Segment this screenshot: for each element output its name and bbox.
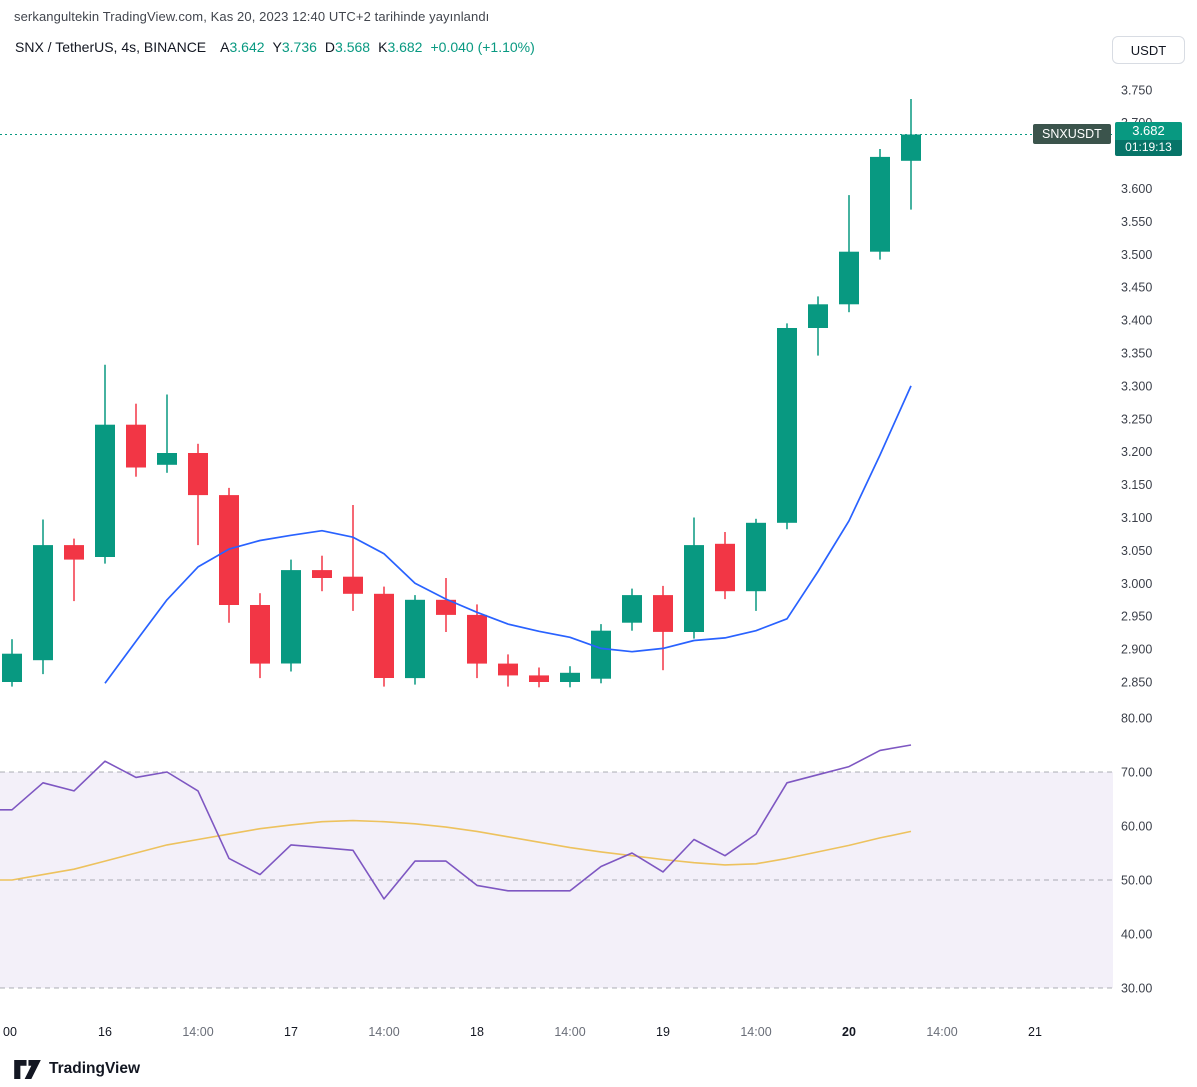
svg-text:14:00: 14:00 [926, 1025, 957, 1039]
svg-text:21: 21 [1028, 1025, 1042, 1039]
brand-name[interactable]: TradingView [49, 1060, 141, 1077]
svg-text:14:00: 14:00 [740, 1025, 771, 1039]
symbol-price-line-badge: SNXUSDT [1033, 124, 1111, 144]
ohlc-open-value: 3.642 [229, 39, 265, 55]
footer: TradingView [14, 1056, 140, 1082]
svg-text:40.00: 40.00 [1121, 928, 1152, 942]
svg-text:3.550: 3.550 [1121, 215, 1152, 229]
ohlc-low-value: 3.568 [335, 39, 371, 55]
bar-countdown: 01:19:13 [1115, 140, 1182, 156]
ohlc-close-label: K [378, 39, 388, 55]
symbol-title[interactable]: SNX / TetherUS, 4s, BINANCE [15, 39, 207, 55]
svg-text:3.450: 3.450 [1121, 281, 1152, 295]
svg-text:17: 17 [284, 1025, 298, 1039]
svg-text:14:00: 14:00 [554, 1025, 585, 1039]
svg-text:3.150: 3.150 [1121, 478, 1152, 492]
svg-text:20: 20 [842, 1025, 856, 1039]
price-chart-canvas[interactable]: 3.7503.7003.6003.5503.5003.4503.4003.350… [0, 0, 1197, 1045]
ohlc-open: A3.642 [220, 39, 264, 55]
svg-text:00: 00 [3, 1025, 17, 1039]
svg-text:14:00: 14:00 [368, 1025, 399, 1039]
tradingview-logo-icon[interactable] [14, 1059, 41, 1079]
svg-text:50.00: 50.00 [1121, 874, 1152, 888]
publish-info: serkangultekin TradingView.com, Kas 20, … [14, 9, 490, 24]
svg-text:16: 16 [98, 1025, 112, 1039]
chart-legend: SNX / TetherUS, 4s, BINANCE A3.642 Y3.73… [15, 39, 535, 55]
svg-text:3.500: 3.500 [1121, 248, 1152, 262]
ohlc-high-label: Y [272, 39, 282, 55]
svg-text:3.250: 3.250 [1121, 412, 1152, 426]
last-price-value: 3.682 [1115, 122, 1182, 140]
svg-text:2.950: 2.950 [1121, 610, 1152, 624]
ohlc-low: D3.568 [325, 39, 370, 55]
svg-text:3.000: 3.000 [1121, 577, 1152, 591]
svg-text:3.600: 3.600 [1121, 182, 1152, 196]
svg-text:3.400: 3.400 [1121, 314, 1152, 328]
svg-text:3.750: 3.750 [1121, 83, 1152, 97]
svg-text:3.050: 3.050 [1121, 544, 1152, 558]
svg-text:2.900: 2.900 [1121, 643, 1152, 657]
ohlc-low-label: D [324, 39, 336, 55]
last-price-badge: 3.682 01:19:13 [1115, 122, 1182, 156]
ohlc-open-label: A [220, 39, 230, 55]
ohlc-close: K3.682 [378, 39, 422, 55]
svg-text:3.300: 3.300 [1121, 379, 1152, 393]
svg-text:14:00: 14:00 [182, 1025, 213, 1039]
price-change: +0.040 (+1.10%) [430, 39, 535, 55]
svg-text:3.350: 3.350 [1121, 347, 1152, 361]
svg-text:3.200: 3.200 [1121, 445, 1152, 459]
currency-toggle-button[interactable]: USDT [1112, 36, 1185, 64]
svg-text:18: 18 [470, 1025, 484, 1039]
svg-text:60.00: 60.00 [1121, 820, 1152, 834]
svg-text:30.00: 30.00 [1121, 982, 1152, 996]
svg-text:80.00: 80.00 [1121, 712, 1152, 726]
ohlc-high: Y3.736 [273, 39, 317, 55]
svg-text:19: 19 [656, 1025, 670, 1039]
ohlc-high-value: 3.736 [281, 39, 317, 55]
svg-text:2.850: 2.850 [1121, 676, 1152, 690]
svg-text:70.00: 70.00 [1121, 766, 1152, 780]
ohlc-close-value: 3.682 [387, 39, 423, 55]
svg-text:3.100: 3.100 [1121, 511, 1152, 525]
